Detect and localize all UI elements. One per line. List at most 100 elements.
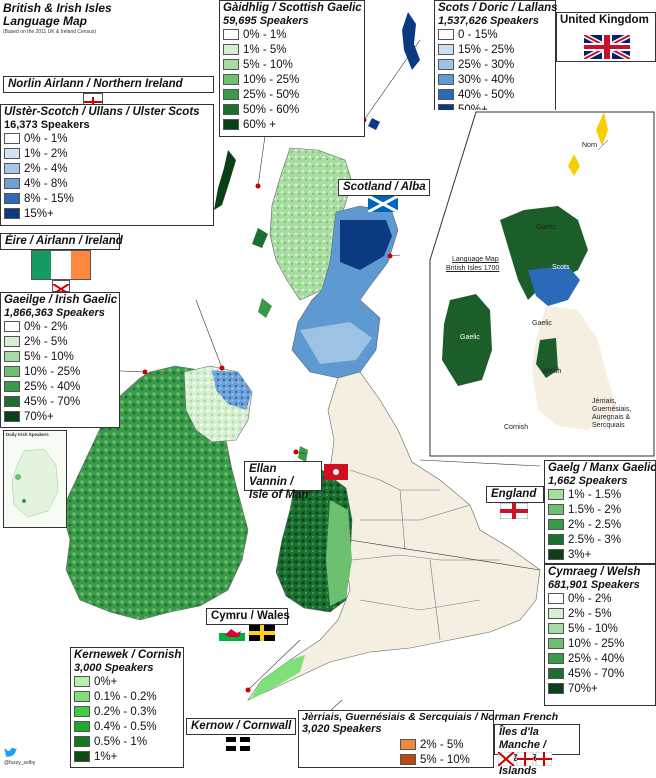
- gaelic-legend-row: 0% - 1%: [220, 27, 364, 42]
- irish-legend-label: 2% - 5%: [24, 335, 68, 348]
- gaelic-legend-label: 5% - 10%: [243, 58, 293, 71]
- welsh-legend-label: 5% - 10%: [568, 622, 618, 635]
- scots-legend-swatch: [438, 44, 454, 55]
- welsh-title: Cymraeg / Welsh: [548, 566, 641, 578]
- irish-legend-swatch: [4, 381, 20, 392]
- welsh-legend-row: 10% - 25%: [545, 636, 655, 651]
- ulster-legend-swatch: [4, 163, 20, 174]
- manx-gaelic-speakers: 1,662 Speakers: [548, 475, 628, 487]
- scots-legend-row: 25% - 30%: [435, 57, 555, 72]
- cornish-legend-swatch: [74, 706, 90, 717]
- st-patrick-flag: [52, 280, 70, 295]
- manx-legend-row: 1% - 1.5%: [545, 487, 655, 502]
- irish-legend-row: 45% - 70%: [1, 394, 119, 409]
- welsh-legend-row: 45% - 70%: [545, 666, 655, 681]
- cornish-legend-label: 0.1% - 0.2%: [94, 690, 157, 703]
- inset-label-gaelic-ireland: Gaelic: [460, 334, 480, 341]
- cornish-legend-row: 0%+: [71, 674, 183, 689]
- irish-legend-label: 0% - 2%: [24, 320, 68, 333]
- welsh-legend-label: 0% - 2%: [568, 592, 612, 605]
- scots-title: Scots / Doric / Lallans: [438, 2, 558, 14]
- title-line-2: Language Map: [3, 14, 88, 28]
- irish-legend-row: 70%+: [1, 409, 119, 424]
- ulster-legend-label: 2% - 4%: [24, 162, 68, 175]
- cornish-legend: Kernewek / Cornish 3,000 Speakers 0%+ 0.1…: [70, 647, 184, 768]
- welsh-legend-label: 10% - 25%: [568, 637, 625, 650]
- manx-legend-label: 3%+: [568, 548, 592, 561]
- manx-legend-row: 2% - 2.5%: [545, 517, 655, 532]
- union-jack-flag: [584, 35, 630, 59]
- scots-legend-swatch: [438, 29, 454, 40]
- inset-label-irish-gaelic: Irish Gaelic: [482, 294, 518, 301]
- norman-legend-swatch: [400, 754, 416, 765]
- scots-legend-swatch: [438, 74, 454, 85]
- cornish-legend-label: 0.4% - 0.5%: [94, 720, 157, 733]
- gaelic-legend-swatch: [223, 119, 239, 130]
- title-line-1: British & Irish Isles: [3, 1, 112, 15]
- cornwall-region: [250, 655, 305, 700]
- gaelic-legend-label: 10% - 25%: [243, 73, 300, 86]
- welsh-legend-swatch: [548, 638, 564, 649]
- manx-legend-label: 2.5% - 3%: [568, 533, 622, 546]
- inset-label-norn: Norn: [582, 142, 598, 149]
- irish-legend-swatch: [4, 336, 20, 347]
- map-title: British & Irish Isles Language Map (Base…: [3, 1, 203, 36]
- irish-legend-row: 0% - 2%: [1, 319, 119, 334]
- welsh-speakers: 681,901 Speakers: [548, 579, 640, 591]
- manx-legend-label: 1.5% - 2%: [568, 503, 622, 516]
- manx-legend-row: 3%+: [545, 547, 655, 562]
- united-kingdom-box: United Kingdom: [556, 12, 656, 62]
- gaelic-legend-label: 1% - 5%: [243, 43, 287, 56]
- inset-label-auregnais: Auregnais &: [592, 414, 631, 421]
- northern-ireland-flag: [83, 93, 103, 107]
- gaelic-legend-row: 1% - 5%: [220, 42, 364, 57]
- welsh-legend-swatch: [548, 623, 564, 634]
- cornish-title: Kernewek / Cornish: [74, 649, 182, 661]
- ulster-scots-title: Ulstèr-Scotch / Ullans / Ulster Scots: [4, 106, 200, 118]
- manx-gaelic-title: Gaelg / Manx Gaelic: [548, 462, 656, 474]
- ulster-legend-label: 8% - 15%: [24, 192, 74, 205]
- cornish-legend-swatch: [74, 736, 90, 747]
- scottish-gaelic-speakers: 59,695 Speakers: [223, 15, 309, 27]
- inset-title-2: British Isles 1700: [446, 265, 500, 272]
- gaelic-legend-label: 50% - 60%: [243, 103, 300, 116]
- inset-label-scots: Scots: [552, 264, 570, 271]
- norman-french-speakers: 3,020 Speakers: [302, 723, 382, 735]
- gaelic-legend-row: 5% - 10%: [220, 57, 364, 72]
- ireland-label: Éire / Airlann / Ireland: [0, 233, 123, 250]
- irish-legend-label: 10% - 25%: [24, 365, 81, 378]
- ulster-legend-row: 8% - 15%: [1, 191, 213, 206]
- gaelic-legend-label: 25% - 50%: [243, 88, 300, 101]
- cornish-legend-row: 0.5% - 1%: [71, 734, 183, 749]
- ulster-scots-region: [212, 370, 252, 410]
- gaelic-legend-row: 25% - 50%: [220, 87, 364, 102]
- cornish-legend-swatch: [74, 691, 90, 702]
- ulster-legend-label: 0% - 1%: [24, 132, 68, 145]
- irish-legend-row: 2% - 5%: [1, 334, 119, 349]
- st-david-flag: [249, 625, 275, 641]
- welsh-legend-swatch: [548, 683, 564, 694]
- ireland-flag: [31, 250, 91, 280]
- scots-legend-label: 30% - 40%: [458, 73, 515, 86]
- welsh-legend-label: 25% - 40%: [568, 652, 625, 665]
- irish-legend-label: 5% - 10%: [24, 350, 74, 363]
- isle-of-man-island: [298, 446, 308, 462]
- ulster-legend-label: 1% - 2%: [24, 147, 68, 160]
- welsh-legend-swatch: [548, 668, 564, 679]
- welsh-legend-row: 5% - 10%: [545, 621, 655, 636]
- cornwall-label: Kernow / Cornwall: [186, 718, 296, 735]
- welsh-legend-swatch: [548, 653, 564, 664]
- cornish-legend-row: 0.1% - 0.2%: [71, 689, 183, 704]
- scots-legend-swatch: [438, 89, 454, 100]
- scots-core-region: [340, 220, 392, 270]
- wales-east-region: [326, 500, 352, 606]
- gaelic-legend-swatch: [223, 74, 239, 85]
- irish-legend-label: 45% - 70%: [24, 395, 81, 408]
- scotland-label: Scotland / Alba: [338, 179, 430, 196]
- gaelic-legend-swatch: [223, 89, 239, 100]
- inset-1700-map: Norn Gaelic Scots Irish Gaelic Gaelic Ga…: [428, 110, 656, 458]
- england-label: England: [486, 486, 544, 503]
- manx-legend-row: 1.5% - 2%: [545, 502, 655, 517]
- cornish-legend-swatch: [74, 751, 90, 762]
